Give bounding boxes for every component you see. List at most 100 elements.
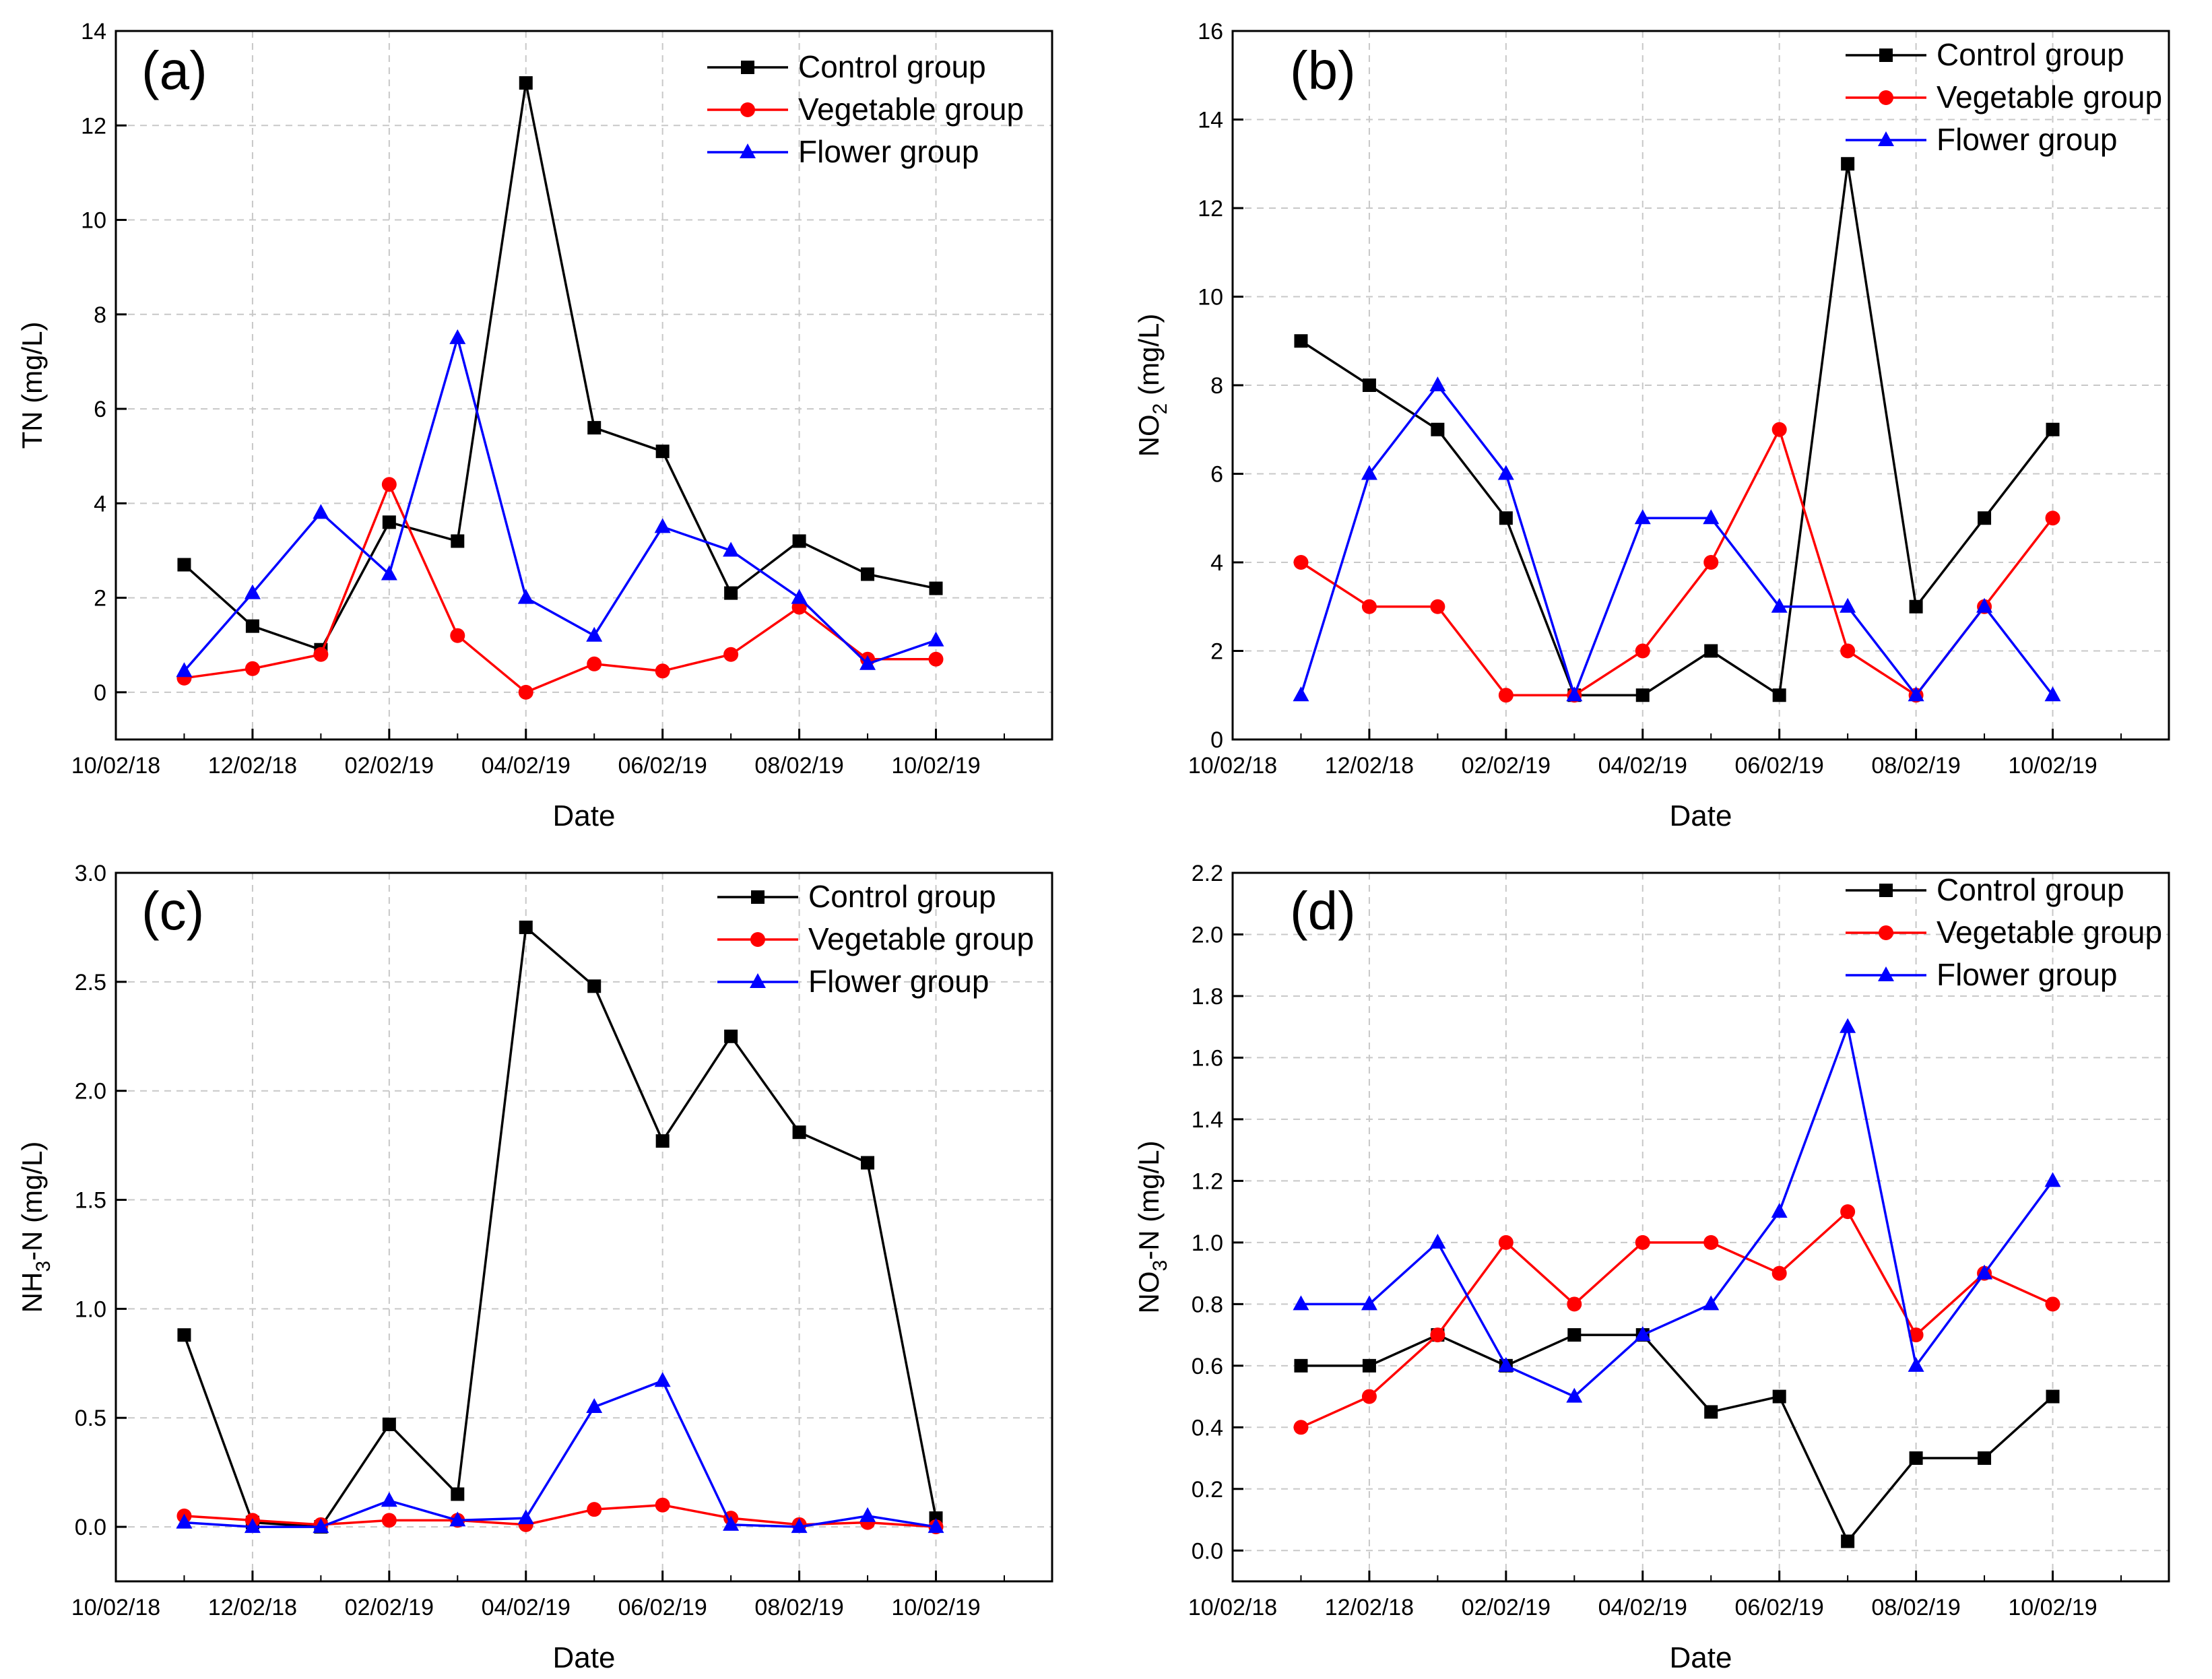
y-axis-title-main: TN (mg/L) (16, 322, 48, 449)
y-tick-label: 8 (94, 302, 106, 328)
y-axis-title-subscript: 3 (32, 1261, 55, 1272)
flower-data-point (1771, 597, 1788, 613)
vegetable-data-point (1635, 643, 1650, 659)
control-series-line (1301, 1334, 2054, 1544)
legend-label-vegetable: Vegetable group (1937, 915, 2162, 950)
y-tick-label: 0.4 (1192, 1415, 1223, 1441)
y-axis-title: NO3-N (mg/L) (1133, 1140, 1171, 1313)
y-tick-label: 4 (94, 491, 106, 517)
flower-series-line (184, 1379, 936, 1528)
y-tick-label: 0.2 (1192, 1477, 1223, 1503)
control-data-point (1635, 688, 1650, 702)
legend-marker-vegetable (740, 102, 755, 117)
x-tick-label: 10/02/18 (1188, 753, 1277, 779)
control-data-point (519, 920, 533, 934)
flower-data-point (449, 1511, 466, 1527)
flower-data-point (449, 329, 466, 344)
vegetable-data-point (1703, 555, 1719, 570)
control-data-point (451, 1487, 465, 1501)
vegetable-data-point (655, 1497, 670, 1513)
legend-label-control: Control group (1937, 872, 2124, 907)
control-data-point (2046, 1389, 2060, 1404)
vegetable-data-point (518, 684, 533, 700)
vegetable-data-point (1840, 1204, 1856, 1220)
legend-label-flower: Flower group (808, 964, 989, 999)
x-tick-label: 08/02/19 (754, 1595, 843, 1620)
control-data-point (1294, 1358, 1308, 1373)
plot-frame (1231, 871, 2170, 1583)
legend-marker-control (741, 61, 754, 74)
control-data-point (1431, 422, 1445, 436)
y-axis-title: TN (mg/L) (16, 322, 48, 449)
vegetable-data-point (1771, 422, 1787, 437)
x-axis-title: Date (553, 799, 616, 832)
flower-data-point (313, 504, 329, 519)
control-series-line (1300, 163, 2054, 698)
y-tick-label: 10 (1198, 285, 1223, 310)
x-tick-label: 10/02/19 (2008, 1595, 2097, 1620)
legend-marker-flower (740, 143, 756, 158)
flower-data-point (381, 565, 397, 581)
panel-label: (b) (1290, 40, 1356, 100)
x-tick-label: 02/02/19 (345, 1595, 434, 1620)
flower-data-point (244, 1518, 261, 1534)
control-data-point (1362, 1358, 1376, 1373)
control-data-point (792, 534, 806, 548)
flower-data-point (1908, 686, 1924, 702)
flower-data-point (176, 662, 193, 678)
y-tick-label: 14 (81, 19, 106, 44)
y-tick-label: 8 (1210, 373, 1223, 399)
y-tick-label: 4 (1210, 550, 1223, 576)
legend-label-vegetable: Vegetable group (808, 921, 1034, 956)
flower-data-point (1497, 465, 1514, 480)
x-tick-label: 02/02/19 (1462, 753, 1551, 779)
y-tick-label: 0.5 (75, 1406, 106, 1431)
vegetable-data-point (2045, 1296, 2060, 1312)
x-axis-title: Date (1670, 1641, 1732, 1674)
y-tick-label: 1.0 (1192, 1230, 1223, 1256)
flower-data-point (654, 1372, 671, 1387)
vegetable-data-point (1361, 599, 1377, 614)
flower-data-point (1703, 509, 1720, 525)
x-tick-label: 08/02/19 (1871, 1595, 1960, 1620)
legend-marker-flower (1878, 131, 1894, 146)
flower-data-point (791, 589, 808, 604)
vegetable-data-point (1498, 1234, 1514, 1250)
flower-data-point (586, 626, 603, 642)
control-data-point (1978, 1451, 1992, 1466)
y-axis-title-unit: -N (mg/L) (1133, 1140, 1165, 1259)
x-tick-label: 12/02/18 (1325, 1595, 1414, 1620)
y-axis-title-subscript: 2 (1149, 403, 1171, 415)
control-data-point (1567, 1328, 1582, 1342)
y-axis-title-unit: (mg/L) (1133, 314, 1165, 403)
legend-label-control: Control group (808, 879, 996, 914)
control-data-point (861, 1156, 875, 1170)
flower-series-line (183, 333, 937, 672)
y-tick-label: 0.8 (1192, 1292, 1223, 1317)
y-tick-label: 0 (1210, 727, 1223, 753)
control-data-point (1772, 688, 1786, 702)
flower-data-point (1976, 1264, 1993, 1280)
flower-data-point (791, 1518, 808, 1534)
control-data-point (587, 421, 601, 435)
flower-data-point (859, 655, 876, 670)
control-data-point (382, 1417, 396, 1431)
y-tick-label: 10 (81, 208, 106, 234)
flower-data-point (313, 1518, 329, 1534)
x-tick-label: 10/02/19 (2008, 753, 2097, 779)
legend-marker-flower (750, 973, 766, 988)
x-tick-label: 06/02/19 (618, 1595, 707, 1620)
x-tick-label: 06/02/19 (1734, 753, 1823, 779)
y-axis-title-subscript: 3 (1149, 1260, 1171, 1272)
control-data-point (1841, 1534, 1855, 1548)
y-tick-label: 2 (1210, 639, 1223, 665)
flower-data-point (1361, 465, 1377, 480)
control-data-point (724, 586, 738, 600)
control-data-point (655, 1134, 670, 1148)
flower-data-point (1840, 597, 1856, 613)
vegetable-data-point (1498, 688, 1514, 703)
legend-marker-control (751, 890, 765, 904)
flower-data-point (1976, 597, 1993, 613)
plot-frame (115, 30, 1053, 741)
flower-data-point (1429, 376, 1446, 391)
